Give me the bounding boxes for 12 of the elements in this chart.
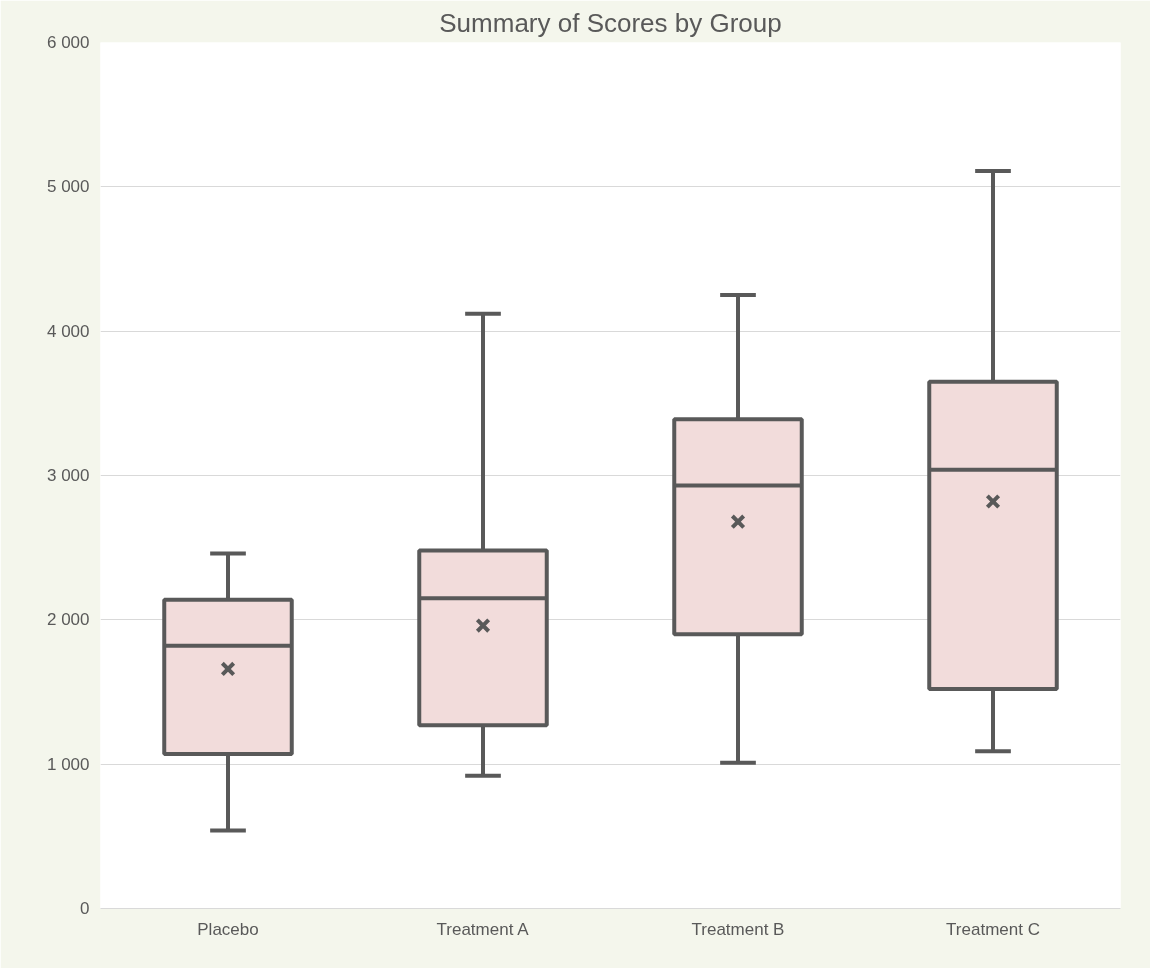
y-tick-label: 6 000: [46, 33, 90, 52]
x-tick-label: Treatment C: [946, 919, 1040, 939]
x-tick-label: Placebo: [197, 919, 259, 939]
x-tick-label: Treatment B: [691, 919, 785, 939]
y-tick-label: 3 000: [46, 466, 90, 485]
chart-title: Summary of Scores by Group: [439, 7, 782, 38]
x-tick-label: Treatment A: [436, 919, 530, 939]
y-tick-label: 2 000: [46, 610, 90, 630]
y-tick-label: 1 000: [46, 754, 90, 774]
y-tick-label: 4 000: [46, 321, 90, 341]
y-tick-label: 5 000: [46, 177, 90, 197]
y-tick-label: 0: [80, 899, 90, 918]
